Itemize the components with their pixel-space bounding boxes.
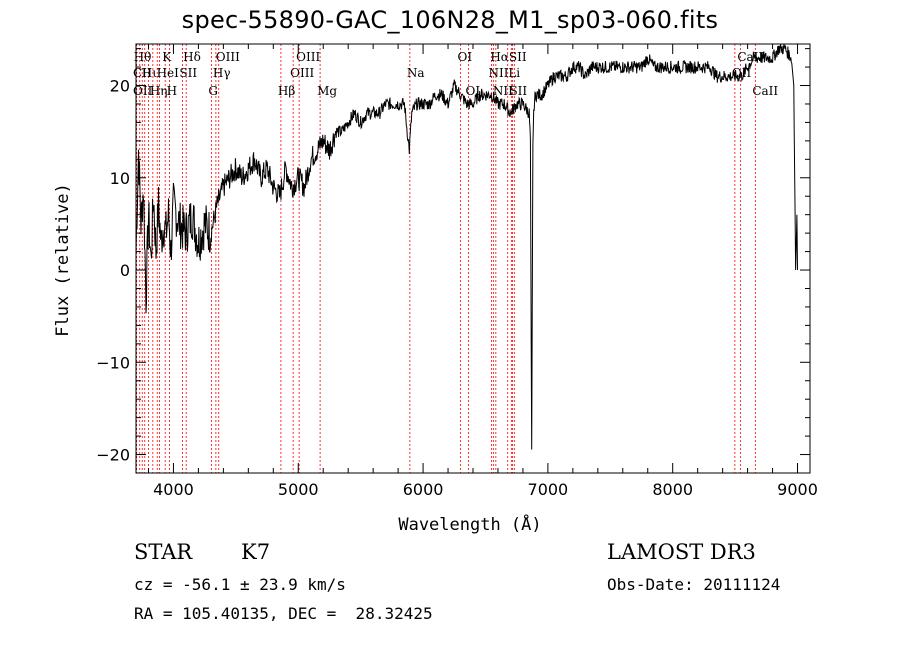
survey-name: LAMOST DR3 [607, 540, 756, 564]
line-label: SII [179, 66, 197, 80]
line-label: OI [466, 84, 481, 98]
line-label: NII [488, 66, 508, 80]
line-label: SII [509, 84, 527, 98]
obs-date: Obs-Date: 20111124 [607, 575, 781, 594]
line-label: Hβ [278, 84, 295, 98]
line-label: G [208, 84, 218, 98]
line-label: Hι [142, 66, 157, 80]
x-tick-label: 8000 [652, 480, 693, 499]
y-tick-label: 0 [120, 261, 130, 280]
line-label: HαSII [490, 50, 527, 64]
line-label: Na [407, 66, 425, 80]
x-tick-label: 7000 [528, 480, 569, 499]
spectral-line-markers [136, 44, 756, 473]
x-tick-label: 6000 [403, 480, 444, 499]
plot-frame [135, 43, 811, 474]
line-label: Mg [317, 84, 337, 98]
line-label: Li [508, 66, 520, 80]
axes: 4000 5000 6000 7000 8000 9000 −20 −10 0 10 20 [96, 43, 818, 499]
line-label: OI [458, 50, 473, 64]
ra-dec: RA = 105.40135, DEC = 28.32425 [134, 604, 433, 623]
line-label: OIII [296, 50, 320, 64]
y-axis-label: Flux (relative) [53, 183, 73, 337]
x-tick-label: 9000 [777, 480, 818, 499]
line-label: Hη [150, 84, 168, 98]
line-label: OIII [290, 66, 314, 80]
y-tick-label: 10 [110, 169, 130, 188]
chart-title: spec-55890-GAC_106N28_M1_sp03-060.fits [181, 6, 719, 34]
y-tick-label: 20 [110, 77, 130, 96]
line-label: K [162, 50, 172, 64]
line-label: CaII [752, 84, 778, 98]
line-label: Hθ [134, 50, 152, 64]
x-tick-label: 5000 [278, 480, 319, 499]
line-label: CaII [737, 50, 763, 64]
x-axis-label: Wavelength (Å) [398, 513, 541, 535]
x-tick-label: 4000 [153, 480, 194, 499]
line-label: CII [133, 66, 152, 80]
object-type: STAR [134, 540, 193, 564]
subclass: K7 [241, 540, 271, 564]
line-label: OIII [216, 50, 240, 64]
line-label: Hγ [213, 66, 231, 80]
line-label: NII [493, 84, 513, 98]
spectrum-line [135, 43, 798, 450]
spectrum-series [135, 43, 798, 450]
line-label: HeI [157, 66, 180, 80]
redshift-velocity: cz = -56.1 ± 23.9 km/s [134, 575, 346, 594]
line-label: OII [133, 84, 153, 98]
line-label: H [167, 84, 177, 98]
y-tick-label: −20 [96, 446, 130, 465]
line-label: OII [732, 66, 752, 80]
y-tick-label: −10 [96, 353, 130, 372]
line-label: Hδ [183, 50, 201, 64]
